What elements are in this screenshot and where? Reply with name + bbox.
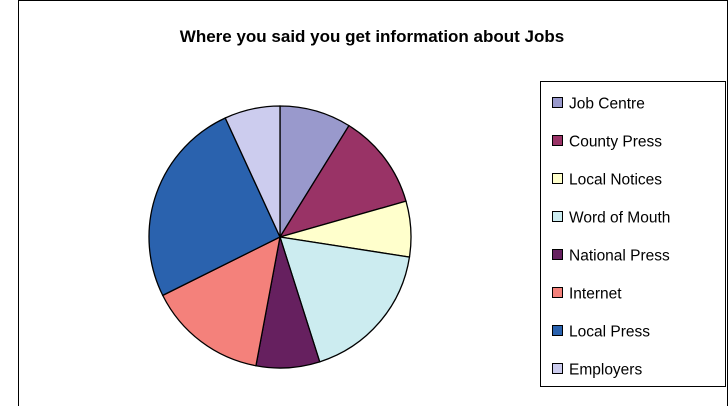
legend-swatch-local-press [552, 325, 563, 336]
legend-label-employers: Employers [569, 362, 642, 379]
pie-slices [148, 105, 412, 369]
legend: Job Centre County Press Local Notices Word … [552, 96, 670, 379]
pie-slice-county-press [278, 124, 407, 239]
pie-slice-word-of-mouth [279, 236, 411, 363]
chart-title: Where you said you get information about… [180, 27, 564, 46]
pie-slice-employers [224, 105, 281, 238]
legend-swatch-national-press [552, 249, 563, 260]
legend-label-job-centre: Job Centre [569, 96, 645, 113]
legend-swatch-county-press [552, 135, 563, 146]
legend-label-word-of-mouth: Word of Mouth [569, 210, 670, 227]
pie-slice-internet [161, 235, 281, 367]
legend-swatch-internet [552, 287, 563, 298]
legend-label-county-press: County Press [569, 134, 662, 151]
legend-swatch-job-centre [552, 97, 563, 108]
legend-box [540, 81, 726, 387]
legend-swatch-local-notices [552, 173, 563, 184]
legend-label-local-press: Local Press [569, 324, 650, 341]
legend-label-local-notices: Local Notices [569, 172, 662, 189]
legend-label-national-press: National Press [569, 248, 670, 265]
legend-swatch-employers [552, 363, 563, 374]
pie-slice-local-press [148, 117, 281, 297]
legend-label-internet: Internet [569, 286, 622, 303]
legend-swatch-word-of-mouth [552, 211, 563, 222]
